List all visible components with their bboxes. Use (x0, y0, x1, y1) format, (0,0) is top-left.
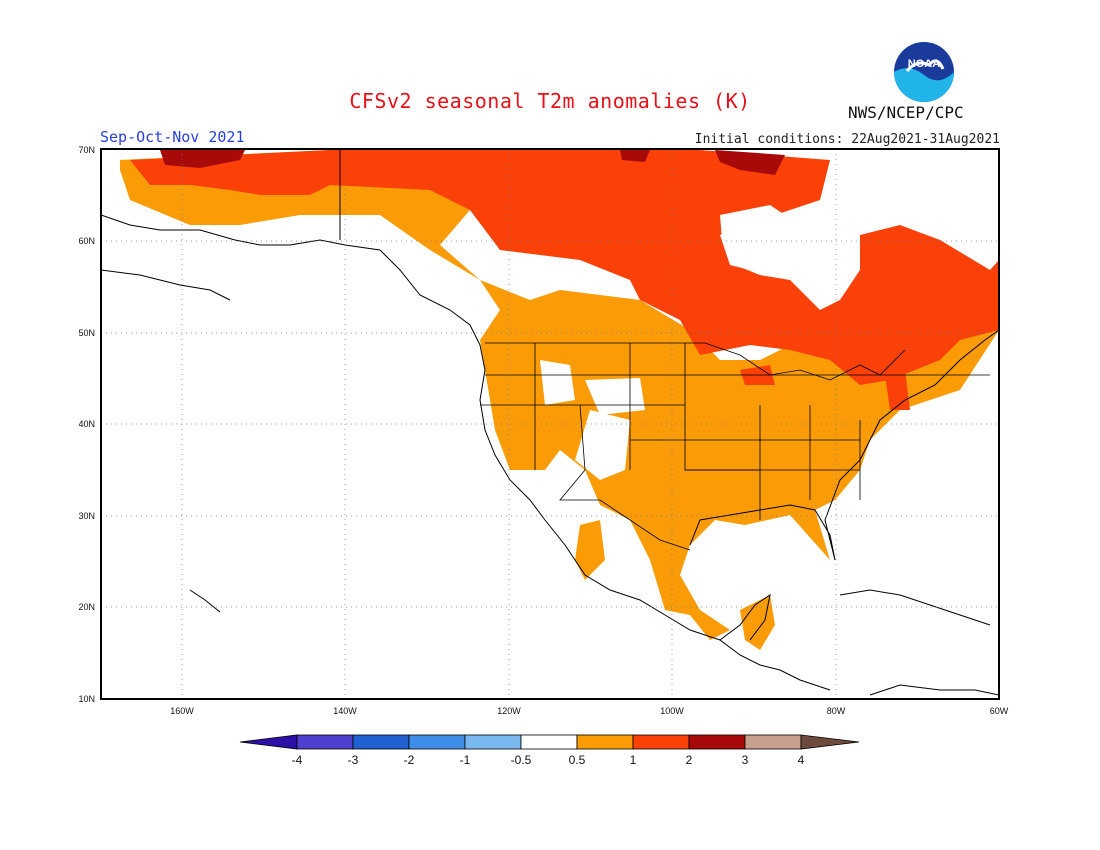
colorbar-tick-label: -2 (403, 753, 415, 767)
lat-label-70n: 70N (78, 145, 95, 155)
anomaly-shading-1-2 (130, 150, 999, 410)
lon-label-100w: 100W (660, 706, 684, 716)
colorbar-tick-label: 2 (685, 753, 693, 767)
lat-label-60n: 60N (78, 236, 95, 246)
colorbar-tick-label: -0.5 (510, 753, 532, 767)
map-title: CFSv2 seasonal T2m anomalies (K) (349, 89, 751, 113)
noaa-logo: NOAA (894, 42, 954, 102)
lat-label-50n: 50N (78, 328, 95, 338)
near-normal-areas (540, 160, 900, 480)
initial-conditions-label: Initial conditions: 22Aug2021-31Aug2021 (694, 132, 1000, 147)
period-label: Sep-Oct-Nov 2021 (100, 128, 245, 146)
lat-label-10n: 10N (78, 694, 95, 704)
map-frame (100, 148, 1000, 700)
colorbar-tick-label: 4 (797, 753, 805, 767)
lat-label-40n: 40N (78, 419, 95, 429)
colorbar-tick-label: 3 (741, 753, 749, 767)
agency-label: NWS/NCEP/CPC (848, 103, 964, 122)
colorbar-tick-label: -4 (291, 753, 303, 767)
anomaly-shading-2-3 (160, 150, 785, 175)
colorbar-tick-label: -1 (459, 753, 471, 767)
lon-label-80w: 80W (826, 706, 846, 716)
lat-label-20n: 20N (78, 602, 95, 612)
lat-label-30n: 30N (78, 511, 95, 521)
lon-label-120w: 120W (497, 706, 521, 716)
lon-label-140w: 140W (333, 706, 357, 716)
coastlines (101, 150, 999, 696)
political-boundaries (480, 342, 990, 551)
colorbar-tick-label: 0.5 (568, 753, 586, 767)
logo-text: NOAA (908, 58, 940, 70)
colorbar-tick-label: -3 (347, 753, 359, 767)
lon-label-60w: 60W (989, 706, 1009, 716)
lon-label-160w: 160W (170, 706, 194, 716)
colorbar-tick-label: 1 (629, 753, 637, 767)
graticule (101, 149, 999, 699)
